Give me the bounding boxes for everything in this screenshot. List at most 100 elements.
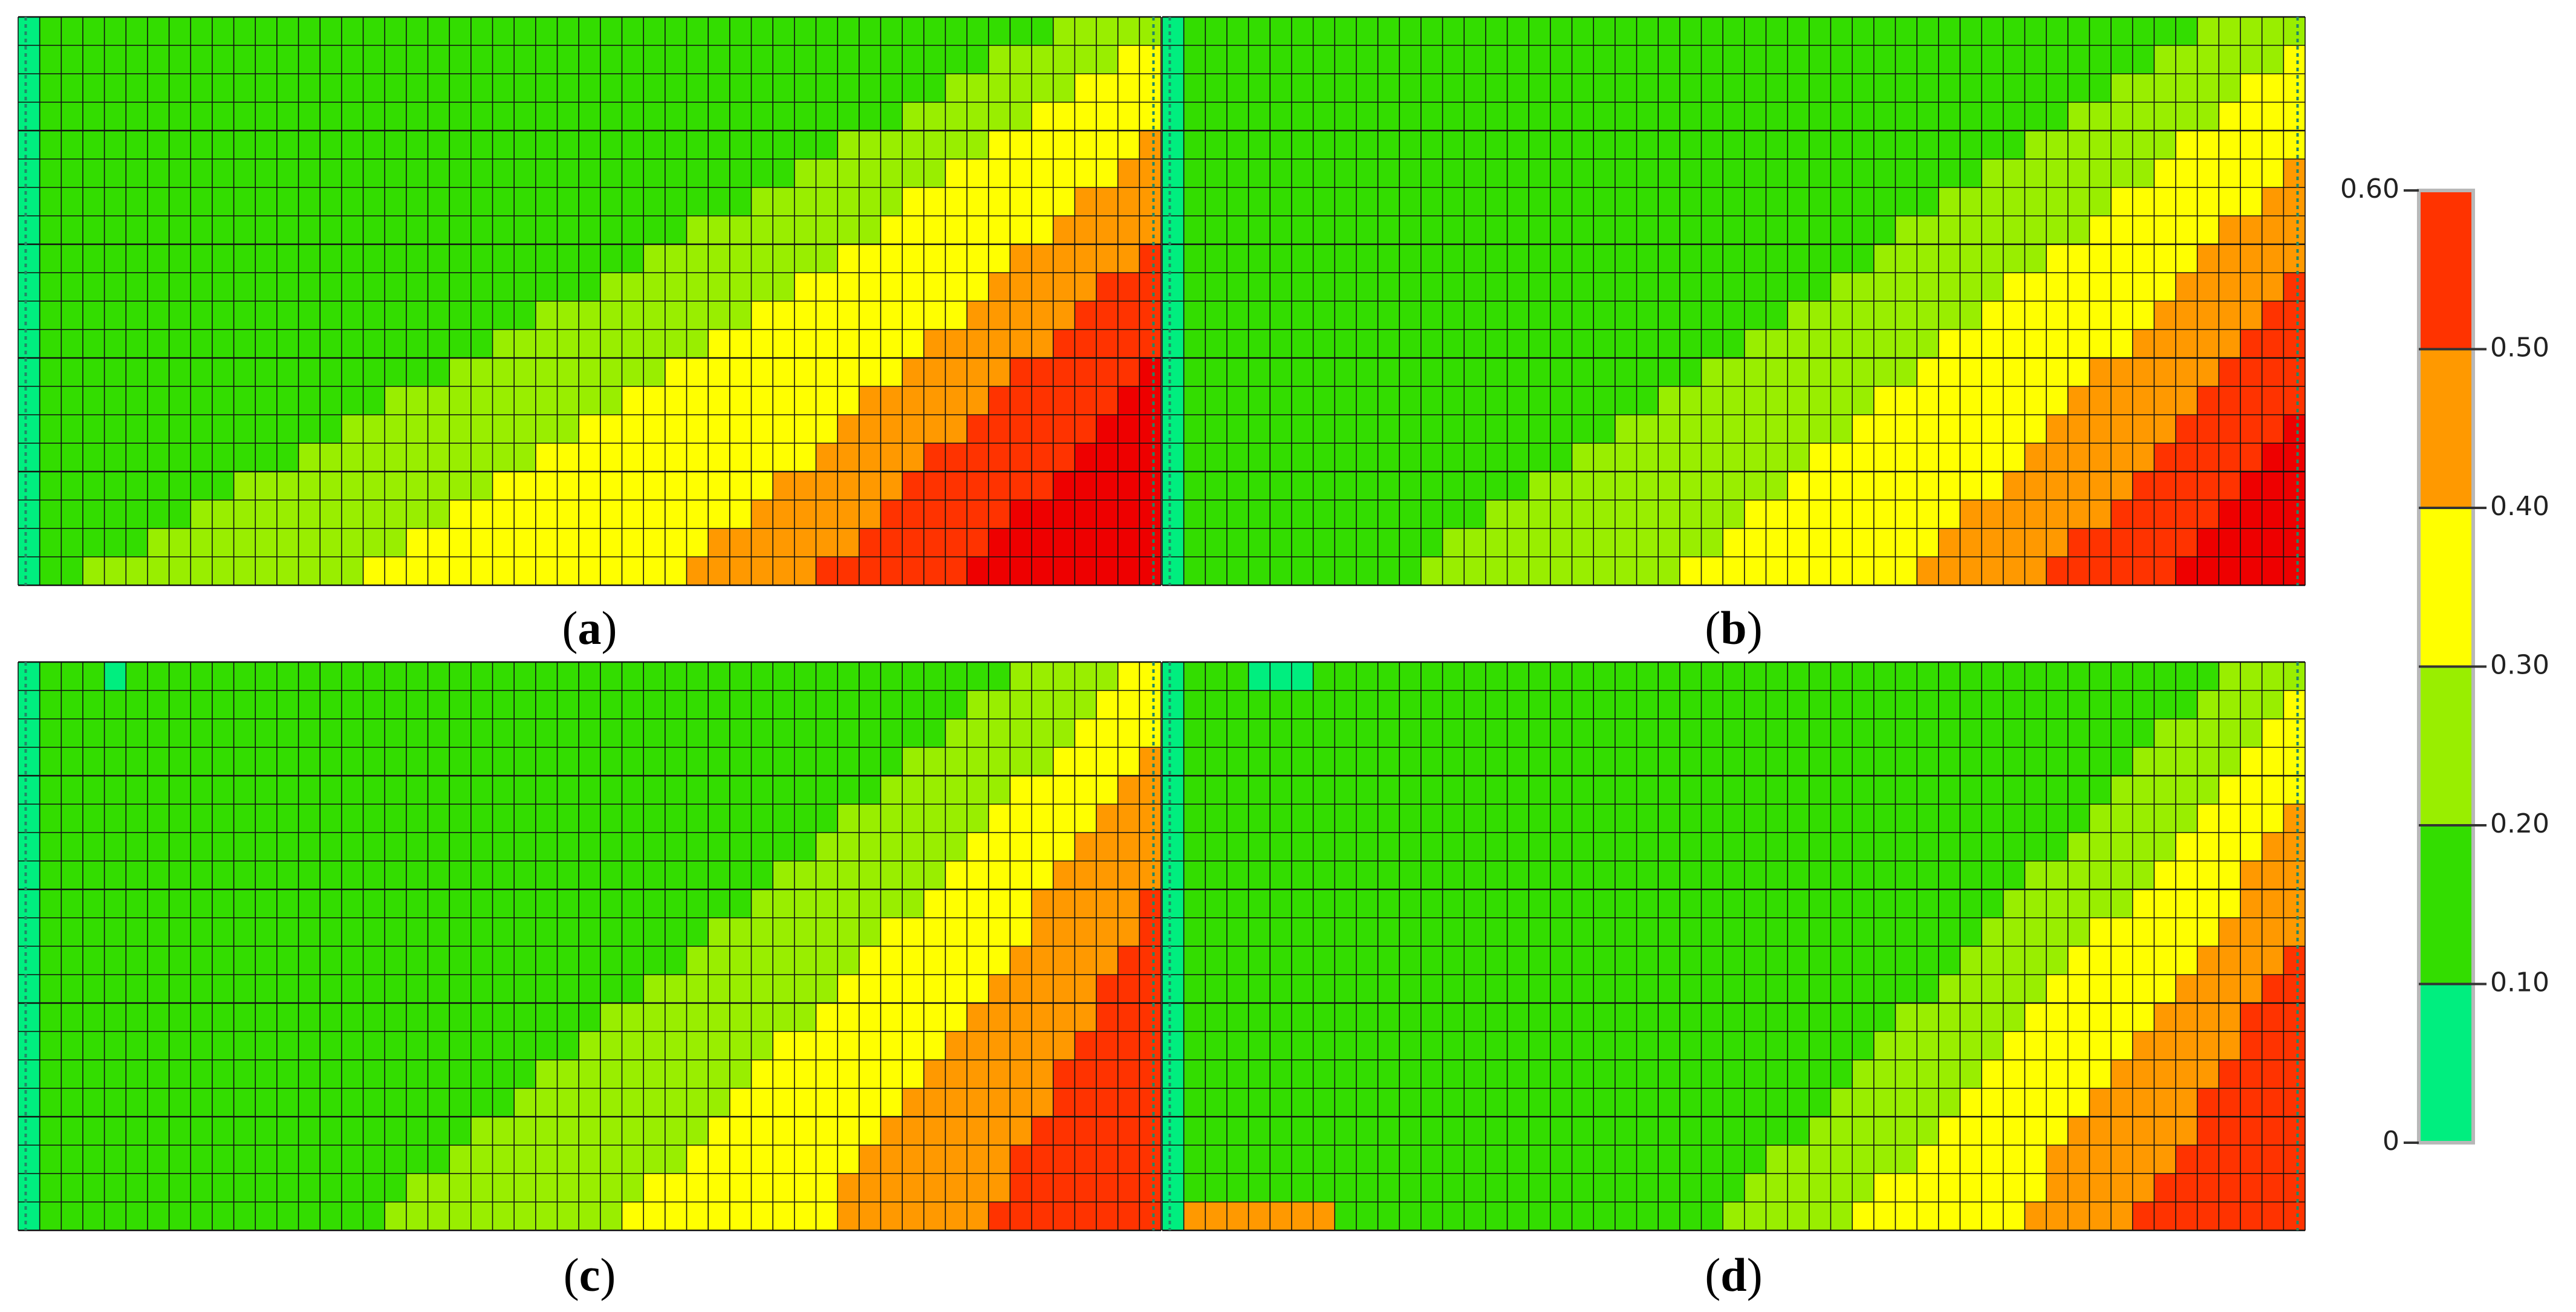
heatmap-cell-b-r3-c12 <box>1420 102 1443 131</box>
heatmap-cell-a-r13-c18 <box>406 386 429 415</box>
heatmap-cell-c-r19-c26 <box>579 1202 601 1231</box>
heatmap-cell-d-r19-c0 <box>1162 1202 1185 1231</box>
heatmap-cell-b-r16-c1 <box>1183 472 1206 501</box>
heatmap-cell-a-r7-c16 <box>363 216 385 245</box>
heatmap-cell-a-r15-c6 <box>147 443 170 472</box>
heatmap-cell-d-r9-c51 <box>2262 918 2284 947</box>
heatmap-cell-c-r12-c32 <box>708 1003 730 1032</box>
heatmap-cell-a-r14-c44 <box>967 415 989 444</box>
heatmap-cell-a-r5-c4 <box>104 159 126 188</box>
heatmap-cell-a-r5-c24 <box>535 159 558 188</box>
heatmap-cell-d-r14-c33 <box>1873 1060 1896 1089</box>
heatmap-cell-a-r8-c28 <box>622 244 644 273</box>
heatmap-cell-a-r14-c5 <box>126 415 148 444</box>
heatmap-cell-c-r12-c1 <box>39 1003 62 1032</box>
heatmap-cell-b-r17-c8 <box>1335 500 1357 529</box>
heatmap-cell-d-r10-c26 <box>1723 946 1745 975</box>
heatmap-cell-a-r19-c38 <box>838 557 860 586</box>
heatmap-cell-a-r15-c13 <box>298 443 320 472</box>
heatmap-cell-d-r8-c29 <box>1787 889 1810 918</box>
heatmap-cell-c-r9-c0 <box>18 918 41 947</box>
heatmap-cell-d-r4-c4 <box>1248 776 1270 805</box>
heatmap-cell-a-r3-c31 <box>686 102 709 131</box>
heatmap-cell-b-r8-c40 <box>2025 244 2047 273</box>
heatmap-cell-b-r2-c1 <box>1183 74 1206 103</box>
heatmap-cell-d-r10-c17 <box>1529 946 1551 975</box>
heatmap-cell-a-r15-c16 <box>363 443 385 472</box>
heatmap-cell-b-r3-c17 <box>1529 102 1551 131</box>
heatmap-cell-d-r18-c51 <box>2262 1174 2284 1203</box>
heatmap-cell-a-r2-c11 <box>255 74 278 103</box>
heatmap-cell-b-r11-c25 <box>1701 330 1723 359</box>
heatmap-cell-c-r19-c47 <box>1032 1202 1054 1231</box>
heatmap-cell-d-r13-c48 <box>2197 1031 2219 1060</box>
heatmap-cell-b-r16-c46 <box>2154 472 2176 501</box>
heatmap-cell-b-r13-c16 <box>1507 386 1529 415</box>
heatmap-cell-b-r12-c26 <box>1723 358 1745 387</box>
heatmap-cell-a-r14-c36 <box>794 415 817 444</box>
heatmap-cell-d-r14-c48 <box>2197 1060 2219 1089</box>
heatmap-cell-c-r18-c31 <box>686 1174 709 1203</box>
heatmap-cell-c-r14-c35 <box>773 1060 795 1089</box>
heatmap-cell-b-r3-c8 <box>1335 102 1357 131</box>
heatmap-cell-d-r18-c1 <box>1183 1174 1206 1203</box>
heatmap-cell-a-r10-c33 <box>729 301 752 330</box>
heatmap-cell-c-r19-c37 <box>816 1202 838 1231</box>
heatmap-cell-b-r12-c12 <box>1420 358 1443 387</box>
heatmap-cell-b-r8-c11 <box>1399 244 1422 273</box>
heatmap-cell-a-r5-c47 <box>1032 159 1054 188</box>
heatmap-cell-c-r2-c17 <box>385 719 407 748</box>
heatmap-cell-a-r8-c7 <box>169 244 191 273</box>
heatmap-cell-b-r16-c48 <box>2197 472 2219 501</box>
heatmap-cell-c-r1-c3 <box>82 690 105 719</box>
heatmap-cell-d-r16-c23 <box>1658 1117 1680 1146</box>
heatmap-cell-b-r8-c29 <box>1787 244 1810 273</box>
heatmap-cell-d-r19-c28 <box>1766 1202 1788 1231</box>
heatmap-cell-c-r16-c8 <box>190 1117 213 1146</box>
heatmap-cell-b-r8-c14 <box>1464 244 1486 273</box>
heatmap-cell-b-r7-c4 <box>1248 216 1270 245</box>
heatmap-cell-a-r15-c22 <box>492 443 515 472</box>
heatmap-cell-c-r0-c40 <box>880 662 903 691</box>
heatmap-cell-a-r9-c14 <box>320 273 342 302</box>
heatmap-cell-d-r13-c26 <box>1723 1031 1745 1060</box>
heatmap-cell-d-r1-c13 <box>1442 690 1465 719</box>
heatmap-cell-c-r14-c51 <box>1117 1060 1140 1089</box>
heatmap-cell-a-r16-c33 <box>729 472 752 501</box>
heatmap-cell-b-r19-c3 <box>1226 557 1249 586</box>
heatmap-cell-a-r2-c27 <box>600 74 623 103</box>
heatmap-cell-a-r4-c33 <box>729 131 752 160</box>
heatmap-cell-a-r10-c0 <box>18 301 41 330</box>
heatmap-cell-c-r7-c14 <box>320 861 342 890</box>
heatmap-cell-a-r16-c49 <box>1075 472 1097 501</box>
heatmap-cell-b-r0-c28 <box>1766 17 1788 46</box>
heatmap-cell-d-r13-c25 <box>1701 1031 1723 1060</box>
heatmap-cell-a-r14-c39 <box>859 415 882 444</box>
heatmap-cell-a-r18-c38 <box>838 528 860 557</box>
heatmap-cell-d-r9-c18 <box>1550 918 1573 947</box>
heatmap-cell-b-r7-c20 <box>1593 216 1616 245</box>
heatmap-cell-b-r11-c1 <box>1183 330 1206 359</box>
heatmap-cell-a-r6-c8 <box>190 187 213 216</box>
heatmap-cell-a-r5-c32 <box>708 159 730 188</box>
heatmap-cell-c-r15-c26 <box>579 1088 601 1117</box>
heatmap-cell-d-r14-c34 <box>1895 1060 1917 1089</box>
heatmap-cell-a-r3-c11 <box>255 102 278 131</box>
heatmap-cell-d-r5-c19 <box>1572 804 1594 833</box>
heatmap-cell-c-r6-c24 <box>535 833 558 862</box>
heatmap-cell-b-r11-c8 <box>1335 330 1357 359</box>
heatmap-cell-a-r19-c1 <box>39 557 62 586</box>
heatmap-cell-b-r19-c15 <box>1485 557 1508 586</box>
heatmap-cell-c-r5-c18 <box>406 804 429 833</box>
heatmap-cell-b-r12-c43 <box>2089 358 2112 387</box>
heatmap-cell-c-r0-c46 <box>1010 662 1032 691</box>
heatmap-cell-d-r4-c34 <box>1895 776 1917 805</box>
heatmap-cell-d-r6-c44 <box>2111 833 2133 862</box>
heatmap-cell-d-r12-c12 <box>1420 1003 1443 1032</box>
heatmap-cell-c-r3-c17 <box>385 747 407 776</box>
heatmap-cell-c-r2-c30 <box>665 719 688 748</box>
heatmap-cell-c-r8-c23 <box>514 889 536 918</box>
heatmap-cell-b-r3-c30 <box>1809 102 1832 131</box>
heatmap-cell-b-r15-c47 <box>2176 443 2198 472</box>
